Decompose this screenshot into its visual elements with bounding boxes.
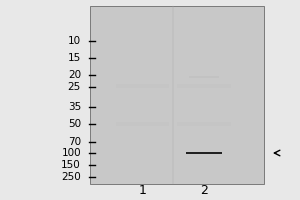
- Text: 20: 20: [68, 70, 81, 80]
- Bar: [116, 122, 169, 126]
- Text: 150: 150: [61, 160, 81, 170]
- Bar: [90, 6, 264, 184]
- Text: 1: 1: [139, 184, 146, 196]
- Bar: [177, 84, 231, 88]
- Text: 10: 10: [68, 36, 81, 46]
- Text: 70: 70: [68, 137, 81, 147]
- Text: 50: 50: [68, 119, 81, 129]
- Text: 35: 35: [68, 102, 81, 112]
- Text: 2: 2: [200, 184, 208, 196]
- Text: 250: 250: [61, 172, 81, 182]
- Text: 15: 15: [68, 53, 81, 63]
- Bar: [177, 122, 231, 126]
- Bar: [116, 84, 169, 88]
- Text: 25: 25: [68, 82, 81, 92]
- Bar: [189, 76, 219, 78]
- Text: 100: 100: [61, 148, 81, 158]
- Bar: [186, 152, 222, 154]
